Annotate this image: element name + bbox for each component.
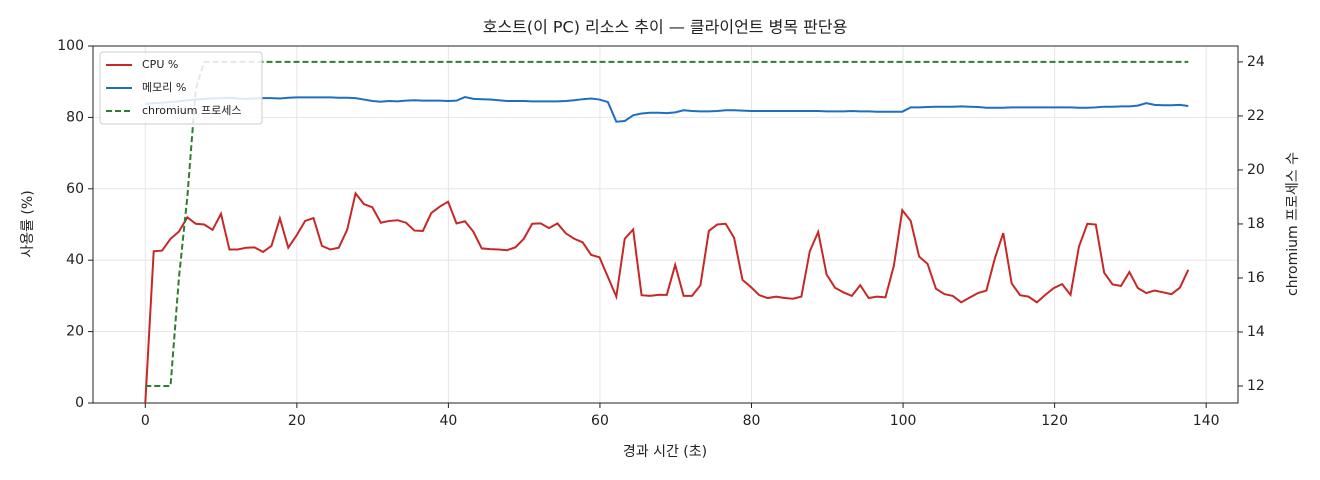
y2-tick-label: 18 (1247, 216, 1265, 232)
y2-axis-label: chromium 프로세스 수 (1285, 152, 1301, 296)
y2-tick-label: 14 (1247, 324, 1265, 340)
x-tick-label: 20 (288, 413, 306, 429)
legend-label: chromium 프로세스 (142, 104, 241, 117)
y-tick-label: 80 (66, 109, 84, 125)
legend-box (99, 51, 263, 125)
series-line (145, 60, 1189, 387)
series-line (144, 191, 1190, 404)
y-tick-label: 0 (75, 395, 84, 411)
y-tick-label: 100 (57, 38, 84, 54)
y2-tick-label: 20 (1247, 162, 1265, 178)
x-tick-label: 0 (141, 413, 150, 429)
y2-tick-label: 24 (1247, 54, 1265, 70)
y-axis-label: 사용률 (%) (20, 190, 36, 257)
y-tick-label: 60 (66, 181, 84, 197)
x-tick-label: 60 (591, 413, 609, 429)
y2-tick-label: 12 (1247, 378, 1265, 394)
y2-tick-label: 22 (1247, 108, 1265, 124)
legend-label: CPU % (142, 58, 178, 71)
x-tick-label: 100 (890, 413, 917, 429)
chart-title: 호스트(이 PC) 리소스 추이 — 클라이언트 병목 판단용 (483, 18, 848, 37)
legend-label: 메모리 % (142, 81, 186, 94)
y-tick-label: 20 (66, 324, 84, 340)
y2-tick-label: 16 (1247, 270, 1265, 286)
y-tick-label: 40 (66, 252, 84, 268)
x-tick-label: 40 (439, 413, 457, 429)
x-axis-label: 경과 시간 (초) (623, 444, 707, 460)
x-tick-label: 120 (1041, 413, 1068, 429)
plot-frame (92, 45, 1239, 404)
x-tick-label: 140 (1193, 413, 1220, 429)
x-tick-label: 80 (743, 413, 761, 429)
series-line (145, 96, 1189, 123)
